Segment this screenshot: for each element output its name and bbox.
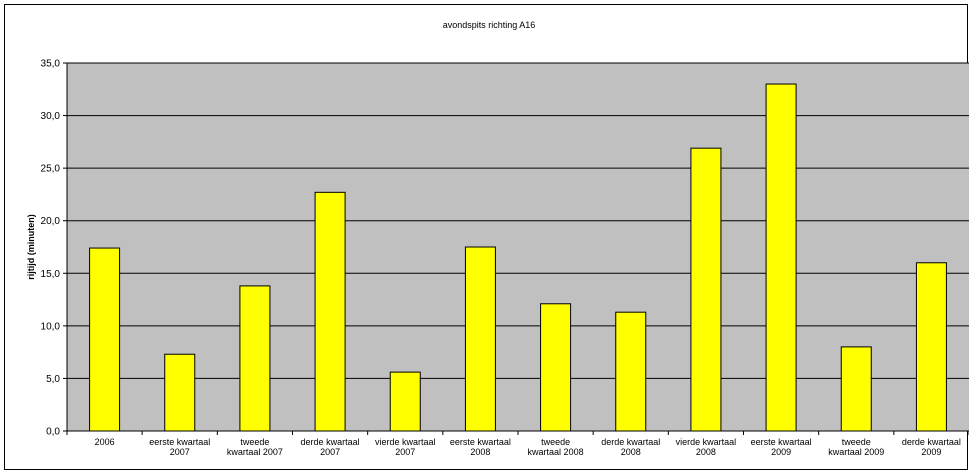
bar [464,246,496,432]
x-tick-label: 2008 [470,447,490,457]
x-tick-label: tweede [842,437,871,447]
y-tick-label: 15,0 [41,269,61,280]
x-tick-label: 2007 [395,447,415,457]
bar [840,346,872,432]
x-tick-label: eerste kwartaal [450,437,511,447]
x-tick-label: 2008 [696,447,716,457]
x-tick-label: kwartaal 2009 [828,447,884,457]
x-tick-label: vierde kwartaal [676,437,737,447]
x-tick-label: tweede [240,437,269,447]
bar-chart: avondspits richting A16 0,0 5,0 10,0 15,0 20… [26,20,969,457]
y-axis-label: rijtijd (minuten) [26,214,36,280]
y-axis-ticks: 0,0 5,0 10,0 15,0 20,0 25,0 30,0 35,0 [41,59,67,438]
plot-area [67,63,969,431]
x-tick-label: derde kwartaal [301,437,360,447]
y-tick-label: 30,0 [41,111,61,122]
y-tick-label: 20,0 [41,216,61,227]
bar [164,353,196,432]
x-tick-label: 2009 [921,447,941,457]
bar [314,191,346,432]
x-tick-label: eerste kwartaal [751,437,812,447]
bar [89,247,121,432]
x-tick-label: derde kwartaal [601,437,660,447]
x-tick-label: vierde kwartaal [375,437,436,447]
x-tick-label: 2009 [771,447,791,457]
x-tick-label: 2008 [621,447,641,457]
y-tick-label: 0,0 [46,427,60,438]
bar [389,371,421,432]
y-tick-label: 25,0 [41,164,61,175]
bar [239,285,271,432]
chart-title: avondspits richting A16 [443,20,536,30]
y-tick-label: 10,0 [41,321,61,332]
bar [540,303,572,432]
bar [765,83,797,432]
bar [615,311,647,432]
y-tick-label: 35,0 [41,59,61,70]
gridlines [67,62,969,379]
chart-frame: avondspits richting A16 0,0 5,0 10,0 15,0 20… [4,4,969,470]
bars [89,83,947,432]
x-tick-label: 2007 [320,447,340,457]
x-tick-label: kwartaal 2007 [227,447,283,457]
bar [690,147,722,432]
x-tick-label: derde kwartaal [902,437,961,447]
x-tick-label: tweede [541,437,570,447]
x-tick-label: kwartaal 2008 [528,447,584,457]
y-tick-label: 5,0 [46,374,60,385]
x-tick-label: eerste kwartaal [149,437,210,447]
bar [915,262,947,432]
x-tick-label: 2007 [170,447,190,457]
x-tick-label: 2006 [95,437,115,447]
